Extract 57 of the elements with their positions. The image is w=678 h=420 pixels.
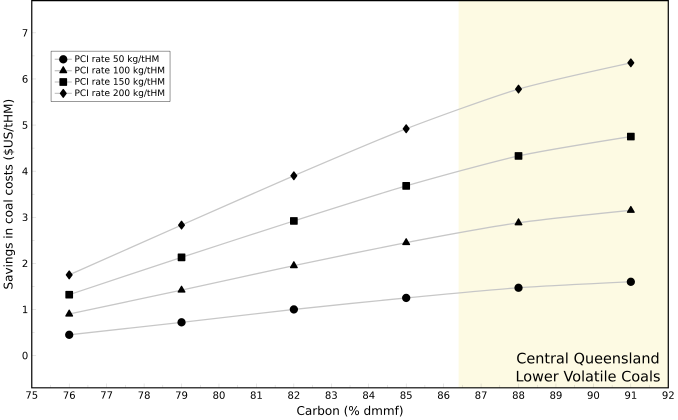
y-tick-label: 3 xyxy=(22,214,28,222)
point xyxy=(514,284,523,292)
point xyxy=(178,286,186,293)
x-tick-label: 76 xyxy=(64,391,75,399)
y-tick-label: 7 xyxy=(22,29,28,37)
point xyxy=(626,206,635,213)
x-tick-label: 80 xyxy=(213,391,225,399)
x-tick-label: 89 xyxy=(550,391,562,399)
point xyxy=(514,218,522,226)
point xyxy=(402,238,410,246)
point xyxy=(290,261,298,268)
x-tick-label: 79 xyxy=(176,391,188,399)
x-tick-label: 92 xyxy=(662,391,674,399)
x-tick-label: 82 xyxy=(288,391,300,399)
x-tick-label: 87 xyxy=(475,391,487,399)
point xyxy=(626,278,635,286)
x-axis-title: Carbon (% dmmf) xyxy=(297,406,402,417)
point xyxy=(178,220,186,230)
x-tick-label: 91 xyxy=(625,391,636,399)
x-tick-label: 75 xyxy=(26,391,38,399)
point xyxy=(626,132,635,141)
x-tick-label: 90 xyxy=(588,391,600,399)
legend-label: PCI rate 150 kg/tHM xyxy=(75,78,164,87)
point xyxy=(65,290,74,299)
point xyxy=(290,305,298,314)
point xyxy=(65,330,74,340)
point xyxy=(65,310,74,317)
y-tick-label: 0 xyxy=(22,352,28,360)
x-tick-label: 86 xyxy=(438,391,450,399)
band-label: Central Queensland Lower Volatile Coals xyxy=(516,352,660,382)
point xyxy=(402,294,410,302)
y-axis-title: Savings in coal costs ($US/tHM) xyxy=(3,100,15,289)
y-tick-label: 4 xyxy=(22,168,28,175)
point xyxy=(290,171,298,180)
x-tick-label: 83 xyxy=(326,391,337,399)
y-tick-label: 2 xyxy=(22,260,28,268)
x-tick-label: 85 xyxy=(400,391,412,399)
legend-label: PCI rate 100 kg/tHM xyxy=(75,66,164,76)
point xyxy=(290,217,298,225)
legend-label: PCI rate 50 kg/tHM xyxy=(75,55,158,64)
point xyxy=(178,254,186,262)
x-tick-label: 78 xyxy=(138,391,150,399)
y-tick-label: 1 xyxy=(22,306,28,314)
point xyxy=(402,124,410,134)
point xyxy=(66,270,73,280)
y-tick-label: 5 xyxy=(22,121,28,129)
y-tick-label: 6 xyxy=(22,75,28,83)
x-tick-label: 81 xyxy=(250,391,262,399)
x-tick-label: 88 xyxy=(512,391,524,399)
point xyxy=(177,318,186,327)
point xyxy=(515,84,522,94)
x-tick-label: 84 xyxy=(363,391,375,399)
point xyxy=(514,152,522,160)
point xyxy=(402,182,410,190)
legend-label: PCI rate 200 kg/tHM xyxy=(75,89,164,98)
x-tick-label: 77 xyxy=(101,391,112,399)
point xyxy=(627,58,634,68)
